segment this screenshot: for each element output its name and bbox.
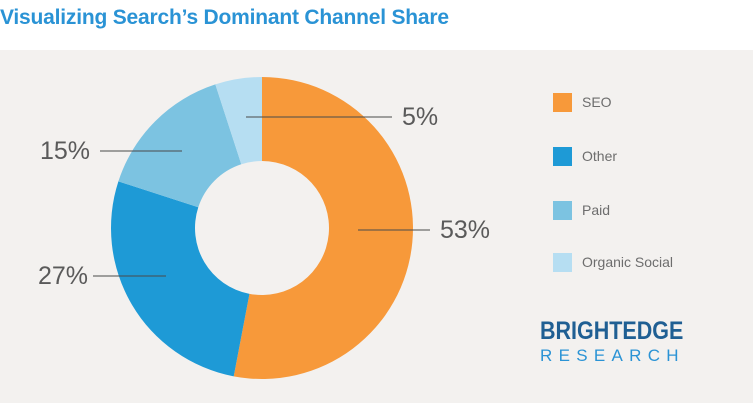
legend-swatch-organic-social <box>553 252 572 272</box>
donut-slice-organic-social <box>215 77 262 165</box>
legend-label-seo: SEO <box>582 94 612 110</box>
legend-swatch-paid <box>553 200 572 220</box>
donut-slice-seo <box>233 77 413 379</box>
data-label-seo: 53% <box>440 216 490 244</box>
data-label-organic-social: 5% <box>402 103 438 131</box>
data-label-paid: 15% <box>40 137 90 165</box>
donut-slice-paid <box>118 84 242 208</box>
legend-item-other: Other <box>553 146 743 166</box>
chart-title: Visualizing Search’s Dominant Channel Sh… <box>0 6 449 29</box>
legend-swatch-seo <box>553 92 572 112</box>
brightedge-research-logo: BRIGHTEDGE RESEARCH <box>540 318 707 366</box>
donut-slice-other <box>110 181 250 377</box>
data-label-other: 27% <box>38 262 88 290</box>
brand-subtitle: RESEARCH <box>540 346 685 365</box>
legend-item-paid: Paid <box>553 200 743 220</box>
legend-label-other: Other <box>582 148 618 164</box>
legend-item-seo: SEO <box>553 92 743 112</box>
brand-name: BRIGHTEDGE <box>540 317 684 345</box>
legend-label-organic-social: Organic Social <box>582 254 674 270</box>
legend-label-paid: Paid <box>582 202 611 218</box>
legend-item-organic-social: Organic Social <box>553 252 743 272</box>
legend-swatch-other <box>553 146 572 166</box>
